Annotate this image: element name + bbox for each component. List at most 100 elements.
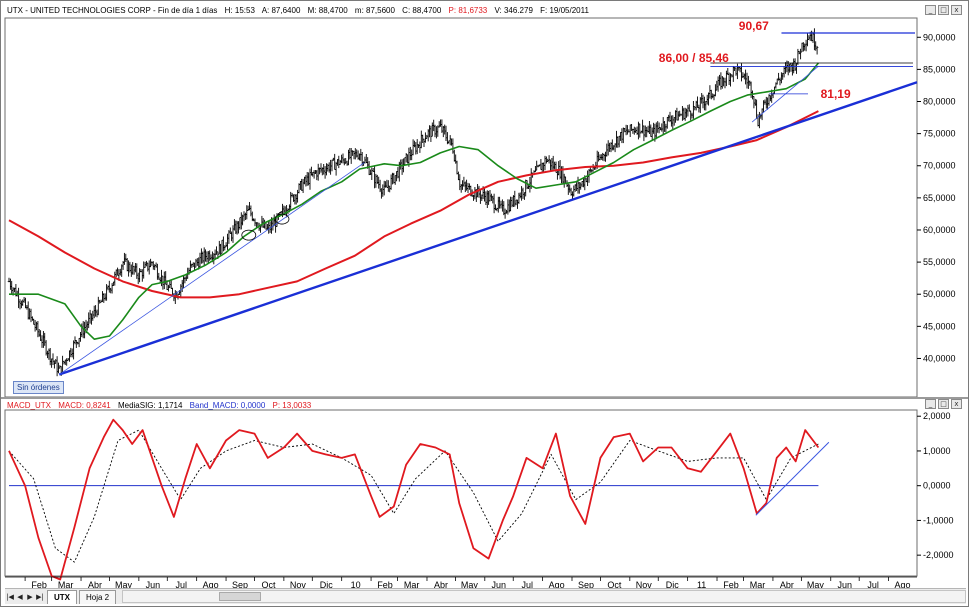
sma-long-line bbox=[8, 110, 819, 299]
thin-trend-line-2009 bbox=[59, 162, 365, 375]
time-axis-label: Jun bbox=[837, 580, 852, 590]
time-axis-label: May bbox=[115, 580, 133, 590]
time-axis-label: Jun bbox=[492, 580, 507, 590]
time-axis-label: May bbox=[807, 580, 825, 590]
price-y-tick-label: 90,0000 bbox=[923, 32, 956, 42]
macd-pane-title: MACD_UTX MACD: 0,8241 MediaSIG: 1,1714 B… bbox=[7, 399, 316, 413]
macd-pane-frame bbox=[4, 409, 918, 577]
macd-name-label: MACD_UTX bbox=[7, 401, 52, 410]
time-axis-label: Jul bbox=[176, 580, 188, 590]
price-annotations: 90,67 86,00 / 85,46 81,19 bbox=[659, 19, 851, 101]
time-axis-label: Nov bbox=[636, 580, 653, 590]
price-pane-title: UTX - UNITED TECHNOLOGIES CORP - Fin de … bbox=[7, 4, 594, 18]
macd-y-tick-label: 2,0000 bbox=[923, 411, 951, 421]
time-axis-label: Abr bbox=[88, 580, 102, 590]
time-axis-label: Oct bbox=[607, 580, 622, 590]
sheet-tab-bar: |◀ ◀ ▶ ▶| UTX Hoja 2 bbox=[5, 588, 966, 604]
price-y-tick-label: 70,0000 bbox=[923, 161, 956, 171]
sma-short-line bbox=[9, 62, 820, 341]
price-y-tick-label: 55,0000 bbox=[923, 257, 956, 267]
symbol-label: UTX - UNITED TECHNOLOGIES CORP - Fin de … bbox=[7, 6, 218, 15]
maximize-button[interactable]: □ bbox=[938, 5, 949, 15]
touch-circle bbox=[241, 229, 257, 241]
scroll-thumb[interactable] bbox=[219, 592, 262, 601]
time-axis-label: Ago bbox=[203, 580, 219, 590]
macd-trend-line bbox=[755, 441, 830, 516]
macd-maximize-button[interactable]: □ bbox=[938, 399, 949, 409]
macd-y-tick-label: -1,0000 bbox=[923, 515, 954, 525]
price-y-tick-label: 75,0000 bbox=[923, 129, 956, 139]
macd-y-tick-label: -2,0000 bbox=[923, 550, 954, 560]
price-y-tick-label: 45,0000 bbox=[923, 321, 956, 331]
macd-y-tick-label: 0,0000 bbox=[923, 481, 951, 491]
macd-close-button[interactable]: x bbox=[951, 399, 962, 409]
last-sheet-button[interactable]: ▶| bbox=[36, 592, 44, 601]
time-axis-label: Abr bbox=[434, 580, 448, 590]
macd-signal-line bbox=[8, 429, 819, 563]
band-value-label: Band_MACD: 0,0000 bbox=[189, 401, 266, 410]
level-annotation: 86,00 / 85,46 bbox=[659, 51, 729, 65]
macd-line bbox=[8, 418, 820, 581]
macd-y-tick-label: 1,0000 bbox=[923, 446, 951, 456]
time-axis-label: Feb bbox=[31, 580, 47, 590]
time-axis-label: Sep bbox=[232, 580, 248, 590]
low-label: m: 87,5600 bbox=[354, 6, 395, 15]
price-window-buttons: _ □ x bbox=[925, 5, 962, 15]
time-axis-label: Mar bbox=[58, 580, 74, 590]
time-axis-label: Jun bbox=[146, 580, 161, 590]
orders-badge[interactable]: Sin órdenes bbox=[13, 381, 64, 394]
prev-sheet-button[interactable]: ◀ bbox=[17, 592, 23, 601]
sheet-tab-utx[interactable]: UTX bbox=[47, 589, 77, 604]
volume-label: V: 346.279 bbox=[494, 6, 533, 15]
time-axis-label: Jul bbox=[867, 580, 879, 590]
macd-p-label: P: 13,0033 bbox=[272, 401, 312, 410]
time-axis-label: Abr bbox=[780, 580, 794, 590]
time-axis-label: Dic bbox=[320, 580, 333, 590]
time-axis-label: Ago bbox=[895, 580, 911, 590]
price-y-axis: 90,0000 85,0000 80,0000 75,0000 70,0000 65,00… bbox=[917, 32, 956, 363]
price-y-tick-label: 50,0000 bbox=[923, 289, 956, 299]
time-axis-label: 10 bbox=[351, 580, 361, 590]
minimize-button[interactable]: _ bbox=[925, 5, 936, 15]
date-label: F: 19/05/2011 bbox=[540, 6, 589, 15]
open-label: A: 87,6400 bbox=[261, 6, 301, 15]
time-axis-label: Mar bbox=[404, 580, 420, 590]
macd-minimize-button[interactable]: _ bbox=[925, 399, 936, 409]
touch-circle bbox=[274, 213, 290, 225]
time-axis-label: Ago bbox=[549, 580, 565, 590]
sheet-tab-hoja-2[interactable]: Hoja 2 bbox=[79, 589, 117, 604]
price-y-tick-label: 40,0000 bbox=[923, 353, 956, 363]
price-pane-frame bbox=[4, 17, 918, 398]
high-label: M: 88,4700 bbox=[307, 6, 348, 15]
average-label: P: 81,6733 bbox=[448, 6, 488, 15]
close-button[interactable]: x bbox=[951, 5, 962, 15]
time-axis-label: Sep bbox=[578, 580, 594, 590]
time-axis-label: Feb bbox=[723, 580, 739, 590]
horizontal-scrollbar[interactable] bbox=[122, 590, 966, 603]
time-axis-label: Jul bbox=[521, 580, 533, 590]
first-sheet-button[interactable]: |◀ bbox=[6, 592, 14, 601]
macd-value-label: MACD: 0,8241 bbox=[58, 401, 111, 410]
main-trend-line bbox=[58, 81, 918, 376]
time-axis-label: 11 bbox=[697, 580, 706, 590]
time-axis-label: Mar bbox=[750, 580, 766, 590]
close-label: C: 88,4700 bbox=[402, 6, 442, 15]
price-y-tick-label: 60,0000 bbox=[923, 225, 956, 235]
time-axis-label: Nov bbox=[290, 580, 307, 590]
macd-y-axis: 2,0000 1,0000 0,0000 -1,0000 -2,0000 bbox=[917, 411, 954, 560]
time-label: H: 15:53 bbox=[224, 6, 255, 15]
price-y-tick-label: 85,0000 bbox=[923, 64, 956, 74]
next-sheet-button[interactable]: ▶ bbox=[27, 592, 33, 601]
time-axis-label: Feb bbox=[377, 580, 393, 590]
time-axis-label: Dic bbox=[666, 580, 679, 590]
time-axis-label: Oct bbox=[261, 580, 276, 590]
level-annotation: 90,67 bbox=[739, 19, 769, 33]
price-bars bbox=[7, 28, 819, 377]
signal-value-label: MediaSIG: 1,1714 bbox=[117, 401, 183, 410]
price-y-tick-label: 65,0000 bbox=[923, 193, 956, 203]
price-y-tick-label: 80,0000 bbox=[923, 97, 956, 107]
level-annotation: 81,19 bbox=[821, 87, 851, 101]
macd-window-buttons: _ □ x bbox=[925, 399, 962, 409]
